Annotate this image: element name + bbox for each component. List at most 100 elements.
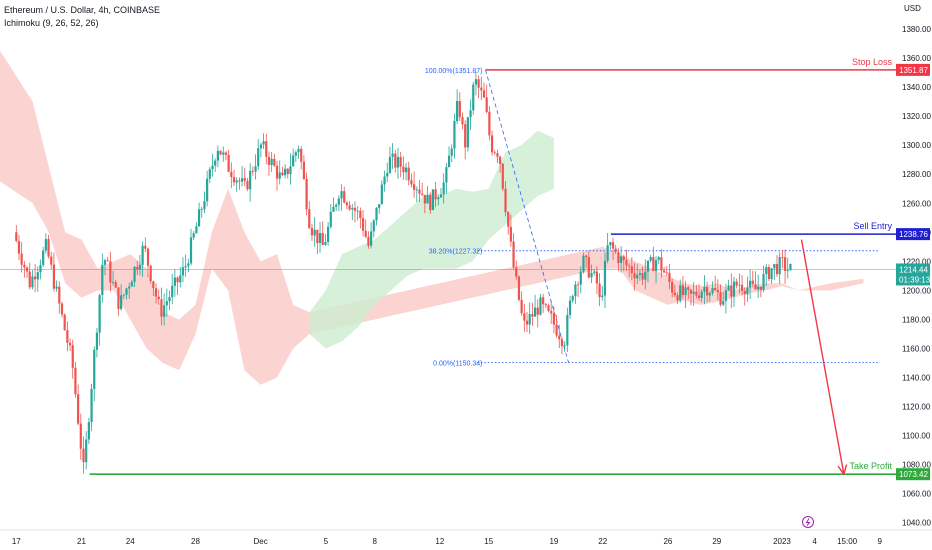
- y-tick-label: 1200.00: [902, 286, 931, 295]
- candle-body: [523, 313, 526, 321]
- candle-body: [512, 241, 515, 268]
- candle-body: [181, 267, 185, 276]
- candle-body: [466, 117, 469, 148]
- candle-body: [555, 324, 558, 336]
- candle-body: [63, 314, 66, 331]
- y-tick-label: 1340.00: [902, 83, 931, 92]
- candle-body: [611, 242, 615, 249]
- y-tick-label: 1060.00: [902, 490, 931, 499]
- candle-body: [82, 448, 85, 463]
- candle-body: [542, 297, 545, 305]
- candle-body: [206, 178, 209, 202]
- candle-body: [337, 198, 340, 205]
- candle-body: [601, 295, 604, 298]
- candle-body: [571, 296, 574, 301]
- candle-body: [251, 170, 254, 172]
- x-tick-label: 29: [712, 537, 721, 546]
- candle-body: [359, 210, 362, 219]
- candle-body: [278, 172, 281, 179]
- candle-body: [50, 256, 53, 265]
- indicator-label[interactable]: Ichimoku (9, 26, 52, 26): [4, 18, 99, 28]
- candle-body: [42, 250, 45, 265]
- candle-body: [222, 152, 225, 155]
- candle-body: [313, 229, 316, 236]
- trade-arrow-head: [837, 464, 848, 476]
- candle-body: [66, 330, 69, 343]
- candle-body: [179, 275, 182, 283]
- candle-body: [474, 79, 478, 85]
- candle-body: [692, 291, 695, 294]
- candle-body: [58, 286, 61, 304]
- level-price-tag-text: 1238.76: [899, 230, 928, 239]
- candle-body: [281, 172, 284, 176]
- candle-body: [345, 202, 349, 206]
- y-tick-label: 1280.00: [902, 170, 931, 179]
- candle-body: [171, 285, 174, 298]
- candle-body: [697, 295, 701, 298]
- candle-body: [122, 294, 125, 296]
- candle-body: [429, 194, 432, 211]
- candle-body: [641, 273, 644, 280]
- candle-body: [224, 152, 228, 155]
- candle-body: [136, 266, 139, 270]
- candle-body: [154, 288, 158, 297]
- level-price-tag-text: 1351.87: [899, 66, 928, 75]
- candle-body: [536, 307, 539, 315]
- candle-body: [550, 310, 553, 314]
- candle-body: [227, 154, 230, 172]
- candle-body: [504, 188, 507, 213]
- candle-body: [773, 263, 776, 269]
- candle-body: [665, 272, 668, 274]
- candle-body: [531, 314, 534, 317]
- candle-body: [44, 239, 47, 251]
- candle-body: [520, 299, 523, 314]
- candle-body: [372, 220, 375, 232]
- candle-body: [308, 209, 311, 229]
- candle-body: [619, 256, 623, 263]
- y-tick-label: 1040.00: [902, 519, 931, 528]
- candle-body: [695, 291, 698, 296]
- candle-body: [517, 276, 521, 300]
- candle-body: [300, 148, 303, 162]
- candle-body: [95, 332, 99, 350]
- candle-body: [767, 267, 771, 280]
- candle-body: [558, 335, 561, 340]
- candle-body: [606, 245, 609, 261]
- candle-body: [789, 263, 792, 271]
- candle-body: [488, 111, 491, 136]
- y-tick-label: 1260.00: [902, 199, 931, 208]
- candle-body: [283, 168, 287, 176]
- level-price-tag: [896, 468, 930, 481]
- y-tick-label: 1180.00: [902, 315, 931, 324]
- candle-body: [117, 287, 120, 309]
- candle-body: [746, 287, 749, 295]
- candle-body: [23, 264, 26, 268]
- candle-body: [434, 189, 437, 200]
- candle-body: [652, 257, 655, 271]
- candle-body: [708, 293, 711, 296]
- candle-body: [415, 189, 418, 191]
- candle-body: [507, 212, 510, 227]
- candle-body: [168, 297, 171, 302]
- candle-body: [525, 320, 529, 325]
- candle-body: [396, 156, 400, 168]
- candle-body: [292, 155, 295, 167]
- x-tick-label: 15:00: [837, 537, 858, 546]
- candle-body: [614, 248, 617, 253]
- candle-body: [759, 286, 762, 290]
- candle-body: [413, 184, 416, 190]
- candle-body: [533, 307, 537, 317]
- candle-body: [703, 286, 706, 292]
- candle-body: [216, 150, 219, 161]
- candle-body: [364, 230, 367, 237]
- candle-body: [273, 158, 276, 166]
- candle-body: [579, 271, 582, 285]
- candle-body: [141, 245, 144, 265]
- candle-body: [208, 169, 211, 179]
- candle-body: [297, 148, 300, 153]
- candle-body: [149, 265, 152, 282]
- ichimoku-cloud-layer: [0, 50, 864, 385]
- fib-level-label: 100.00%(1351.87): [425, 68, 483, 75]
